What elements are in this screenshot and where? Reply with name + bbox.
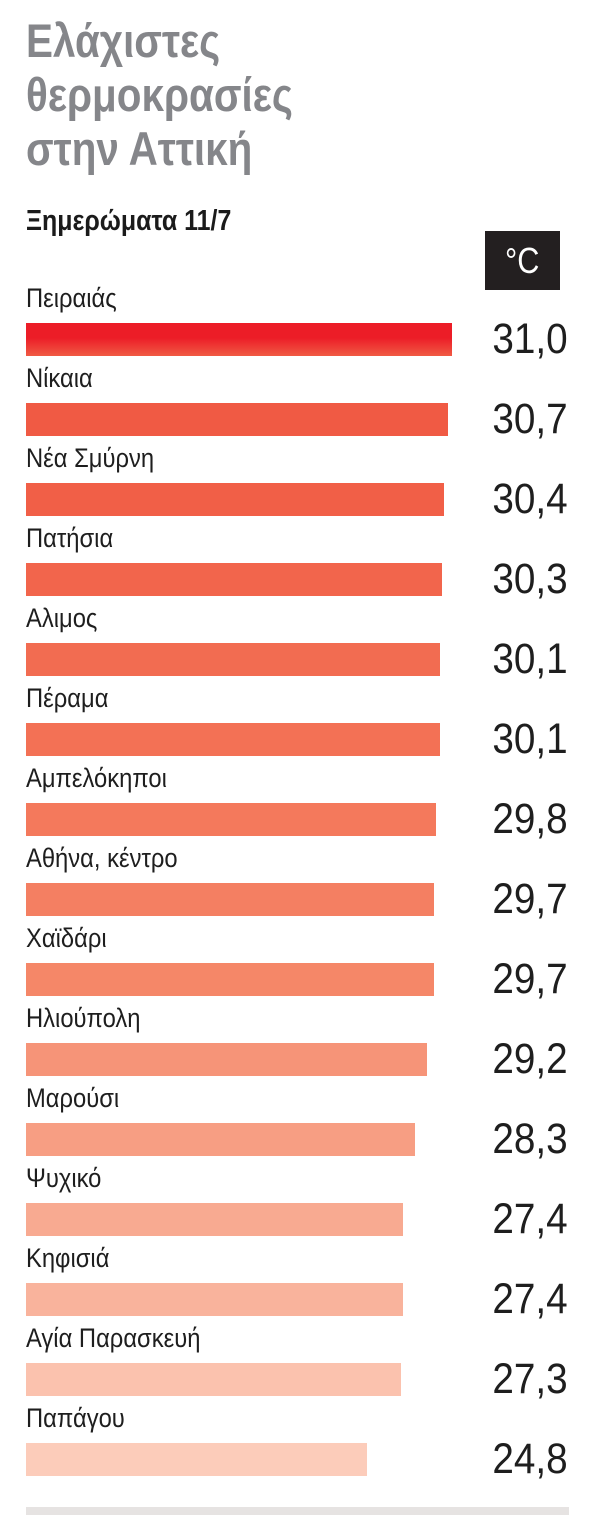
bar-row: Αλιμος 30,1: [0, 603, 608, 683]
bar: [26, 723, 440, 756]
bar-row: Αθήνα, κέντρο 29,7: [0, 843, 608, 923]
bar: [26, 883, 434, 916]
row-label: Νέα Σμύρνη: [26, 443, 155, 473]
row-label: Πατήσια: [26, 523, 114, 553]
row-value: 30,7: [492, 395, 568, 443]
row-label: Αλιμος: [26, 603, 98, 633]
row-value: 30,1: [492, 635, 568, 683]
row-label: Ηλιούπολη: [26, 1003, 141, 1033]
row-label: Χαϊδάρι: [26, 923, 107, 953]
row-label: Αθήνα, κέντρο: [26, 843, 178, 873]
chart-title: Ελάχιστες θερμοκρασίες στην Αττική: [26, 14, 422, 176]
bar-row: Ψυχικό 27,4: [0, 1163, 608, 1243]
row-label: Μαρούσι: [26, 1083, 120, 1113]
row-label: Παπάγου: [26, 1403, 125, 1433]
title-line-1: Ελάχιστες: [26, 14, 221, 67]
title-line-3: στην Αττική: [26, 122, 253, 175]
bar-row: Νέα Σμύρνη 30,4: [0, 443, 608, 523]
row-value: 30,1: [492, 715, 568, 763]
bar-row: Μαρούσι 28,3: [0, 1083, 608, 1163]
row-value: 27,4: [492, 1275, 568, 1323]
bar: [26, 1443, 367, 1476]
row-label: Κηφισιά: [26, 1243, 110, 1273]
bar: [26, 643, 440, 676]
row-value: 28,3: [492, 1115, 568, 1163]
row-value: 29,2: [492, 1035, 568, 1083]
bar-row: Νίκαια 30,7: [0, 363, 608, 443]
chart-subtitle: Ξημερώματα 11/7: [26, 205, 232, 237]
bar-row: Χαϊδάρι 29,7: [0, 923, 608, 1003]
bar-row: Αμπελόκηποι 29,8: [0, 763, 608, 843]
bar: [26, 1203, 403, 1236]
bar: [26, 483, 444, 516]
row-value: 30,3: [492, 555, 568, 603]
row-value: 29,7: [492, 875, 568, 923]
row-value: 24,8: [492, 1435, 568, 1483]
bar: [26, 563, 442, 596]
row-label: Αμπελόκηποι: [26, 763, 167, 793]
bar-row: Πέραμα 30,1: [0, 683, 608, 763]
bar-row: Κηφισιά 27,4: [0, 1243, 608, 1323]
unit-badge: °C: [485, 231, 560, 290]
row-label: Πειραιάς: [26, 283, 117, 313]
bar-row: Αγία Παρασκευή 27,3: [0, 1323, 608, 1403]
row-label: Νίκαια: [26, 363, 93, 393]
row-label: Ψυχικό: [26, 1163, 102, 1193]
bar: [26, 323, 452, 356]
bar-row: Παπάγου 24,8: [0, 1403, 608, 1483]
row-label: Πέραμα: [26, 683, 109, 713]
row-value: 31,0: [492, 315, 568, 363]
bar-row: Ηλιούπολη 29,2: [0, 1003, 608, 1083]
row-value: 27,4: [492, 1195, 568, 1243]
bar: [26, 1283, 403, 1316]
title-line-2: θερμοκρασίες: [26, 68, 293, 121]
row-value: 27,3: [492, 1355, 568, 1403]
bar-row: Πατήσια 30,3: [0, 523, 608, 603]
footer-divider: [26, 1507, 569, 1515]
bar: [26, 1123, 415, 1156]
bar-list: Πειραιάς 31,0 Νίκαια 30,7 Νέα Σμύρνη 30,4 Π…: [0, 283, 608, 1483]
row-value: 29,7: [492, 955, 568, 1003]
row-value: 30,4: [492, 475, 568, 523]
bar-row: Πειραιάς 31,0: [0, 283, 608, 363]
bar: [26, 1363, 401, 1396]
row-label: Αγία Παρασκευή: [26, 1323, 201, 1353]
row-value: 29,8: [492, 795, 568, 843]
bar: [26, 803, 436, 836]
bar: [26, 1043, 427, 1076]
bar: [26, 403, 448, 436]
unit-label: °C: [505, 239, 540, 281]
bar: [26, 963, 434, 996]
